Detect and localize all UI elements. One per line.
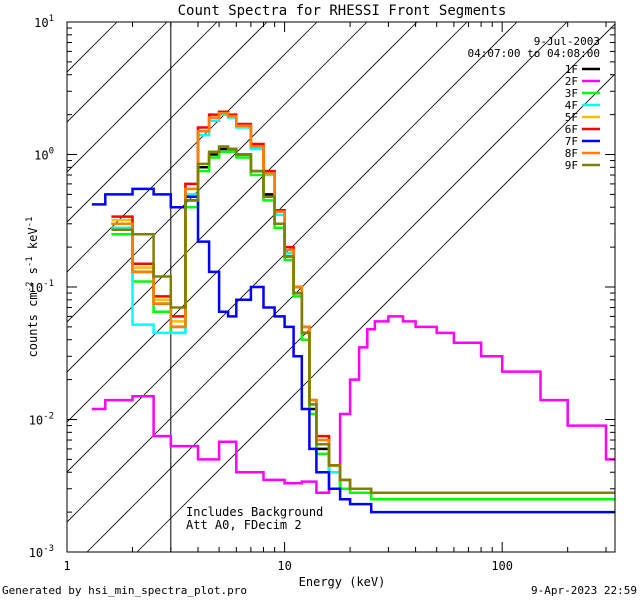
hatch-line [67,22,368,323]
x-tick-label: 10 [277,559,291,573]
legend-label: 9F [565,159,578,172]
legend-label: 3F [565,87,578,100]
time-range: 04:07:00 to 04:08:00 [468,47,600,60]
x-tick-label: 100 [491,559,513,573]
hatch-line [67,22,218,173]
render-timestamp: 9-Apr-2023 22:59 [531,584,637,597]
hatch-line [67,22,418,373]
x-axis-label: Energy (keV) [299,575,386,589]
legend-label: 5F [565,111,578,124]
legend-label: 1F [565,63,578,76]
hatch-line [67,22,168,123]
y-tick-labels: 10-3 10-2 10-1 100 101 [29,14,54,560]
legend-label: 4F [565,99,578,112]
axis-ticks [66,21,615,553]
x-tick-label: 1 [63,559,70,573]
legend-label: 2F [565,75,578,88]
hatch-line [67,22,318,273]
annotation-attenuator: Att A0, FDecim 2 [186,518,302,532]
x-tick-labels: 1 10 100 [63,559,513,573]
y-axis-label: counts cm-2 s-1 keV-1 [25,217,40,358]
observation-date: 9-Jul-2003 [534,35,600,48]
series-layer [91,110,615,514]
y-tick-label: 100 [34,147,54,163]
hatch-line [67,22,468,423]
generated-by: Generated by hsi_min_spectra_plot.pro [2,584,247,597]
chart-title: Count Spectra for RHESSI Front Segments [178,3,507,19]
hatch-line [67,22,268,223]
series-9F [111,145,615,495]
series-7F [91,187,615,514]
annotation-background: Includes Background [186,505,323,519]
hatch-line [136,73,615,552]
hatched-region [67,22,615,552]
y-tick-label: 101 [34,14,54,30]
legend-label: 8F [565,147,578,160]
hatch-line [86,23,615,552]
y-tick-label: 10-2 [29,412,54,428]
y-tick-label: 10-1 [29,279,54,295]
y-tick-label: 10-3 [29,544,54,560]
legend-label: 6F [565,123,578,136]
series-2F [91,315,615,495]
legend-label: 7F [565,135,578,148]
